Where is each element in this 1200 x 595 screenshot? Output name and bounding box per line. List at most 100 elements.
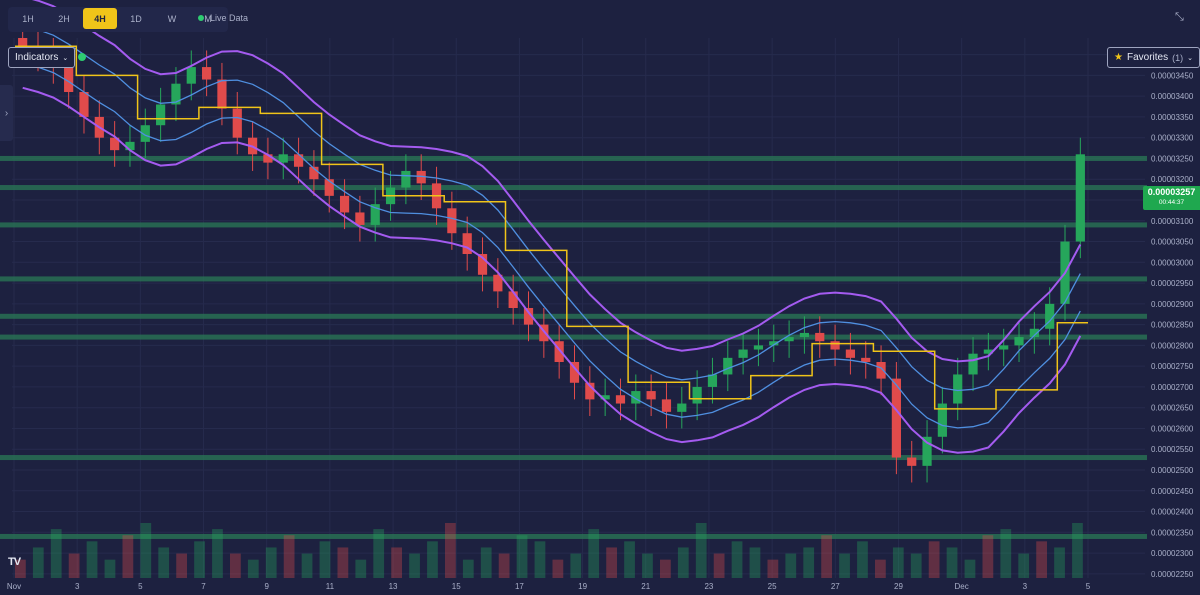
candle-body bbox=[523, 308, 534, 325]
candle-body bbox=[125, 141, 135, 151]
timeframe-1d[interactable]: 1D bbox=[130, 13, 142, 24]
support-resistance-zone bbox=[0, 313, 1147, 319]
timeframe-w[interactable]: W bbox=[167, 13, 177, 24]
candle-body bbox=[631, 391, 641, 404]
volume-bar bbox=[910, 553, 922, 578]
candle-body bbox=[462, 233, 472, 254]
y-tick-label: 0.00003300 bbox=[1151, 134, 1194, 143]
indicators-button[interactable]: Indicators ⌄ bbox=[8, 47, 76, 68]
candle-body bbox=[110, 137, 120, 151]
volume-bar bbox=[660, 559, 671, 578]
y-tick-label: 0.00003450 bbox=[1151, 71, 1194, 80]
volume-bar bbox=[928, 541, 940, 578]
inner-lower-band-line bbox=[22, 62, 1081, 429]
timeframe-1h[interactable]: 1H bbox=[22, 13, 34, 24]
volume-bar bbox=[283, 535, 295, 578]
volume-bar bbox=[1072, 523, 1083, 578]
x-tick-label: 19 bbox=[578, 582, 587, 591]
volume-bar bbox=[606, 547, 617, 578]
support-resistance-zone bbox=[0, 334, 1147, 340]
timeframe-selector: 1H 2H 4H 1D W M bbox=[8, 7, 228, 32]
candle-body bbox=[309, 166, 319, 180]
favorites-button[interactable]: ★ Favorites (1) ⌄ bbox=[1107, 47, 1200, 68]
candle-body bbox=[661, 399, 672, 412]
x-tick-label: 15 bbox=[452, 582, 461, 591]
x-tick-label: 23 bbox=[704, 582, 713, 591]
chevron-right-icon: › bbox=[4, 107, 9, 119]
candle-body bbox=[845, 349, 856, 358]
y-tick-label: 0.00002500 bbox=[1151, 466, 1194, 475]
candle-body bbox=[907, 457, 917, 466]
y-tick-label: 0.00002700 bbox=[1151, 383, 1194, 392]
y-tick-label: 0.00002250 bbox=[1151, 570, 1194, 579]
support-resistance-zone bbox=[0, 455, 1147, 461]
candle-body bbox=[370, 204, 380, 225]
candle-body bbox=[278, 154, 288, 163]
volume-bar bbox=[964, 559, 976, 578]
volume-bar bbox=[570, 553, 582, 578]
volume-bar bbox=[355, 559, 367, 578]
timeframe-m[interactable]: M bbox=[204, 13, 212, 24]
volume-bar bbox=[839, 553, 850, 578]
y-tick-label: 0.00002350 bbox=[1151, 528, 1194, 537]
candle-body bbox=[324, 179, 334, 196]
candle-body bbox=[539, 324, 549, 342]
volume-bar bbox=[821, 535, 832, 578]
candle-body bbox=[815, 332, 825, 342]
y-tick-label: 0.00002600 bbox=[1151, 424, 1194, 433]
candle-body bbox=[953, 374, 963, 404]
candle-body bbox=[1045, 303, 1055, 329]
indicator-status-dot bbox=[78, 53, 86, 61]
x-tick-label: 13 bbox=[389, 582, 398, 591]
volume-bar bbox=[122, 535, 134, 578]
candle-body bbox=[646, 391, 656, 400]
x-tick-label: Dec bbox=[955, 582, 969, 591]
candle-body bbox=[1014, 337, 1024, 346]
star-icon: ★ bbox=[1114, 52, 1123, 63]
candle-body bbox=[554, 341, 564, 362]
support-resistance-zone bbox=[0, 222, 1147, 228]
timeframe-4h[interactable]: 4H bbox=[83, 8, 117, 29]
x-tick-label: 11 bbox=[326, 582, 335, 591]
candle-body bbox=[968, 353, 978, 375]
support-resistance-zone bbox=[0, 533, 1147, 539]
volume-bar bbox=[1036, 541, 1047, 578]
timeframe-2h[interactable]: 2H bbox=[58, 13, 70, 24]
x-tick-label: 5 bbox=[138, 582, 143, 591]
volume-bar bbox=[86, 541, 98, 578]
chevron-down-icon: ⌄ bbox=[1187, 54, 1193, 62]
support-resistance-zone bbox=[0, 185, 1147, 191]
collapse-icon[interactable]: ⤡ bbox=[1175, 11, 1184, 23]
volume-bar bbox=[230, 553, 241, 578]
volume-bar bbox=[767, 559, 779, 578]
candle-body bbox=[830, 341, 840, 350]
candle-body bbox=[707, 374, 718, 387]
lower-band-line bbox=[22, 86, 1082, 454]
x-tick-label: 7 bbox=[201, 582, 206, 591]
y-tick-label: 0.00002550 bbox=[1151, 445, 1194, 454]
x-tick-label: 27 bbox=[831, 582, 840, 591]
candle-body bbox=[861, 357, 871, 362]
volume-bar bbox=[1018, 553, 1030, 578]
favorites-label: Favorites bbox=[1126, 52, 1169, 63]
candle-body bbox=[18, 38, 28, 47]
upper-band-line bbox=[31, 0, 1082, 363]
candle-body bbox=[615, 395, 626, 404]
inner-upper-band-line bbox=[22, 24, 1081, 392]
live-data-indicator: Live Data bbox=[198, 13, 248, 23]
step-moving-average-line bbox=[15, 45, 1088, 410]
candle-body bbox=[983, 349, 993, 354]
volume-bar bbox=[158, 547, 170, 578]
x-tick-label: Nov bbox=[7, 582, 21, 591]
volume-bar bbox=[15, 559, 26, 578]
y-tick-label: 0.00003200 bbox=[1151, 175, 1194, 184]
candle-body bbox=[140, 125, 150, 142]
y-tick-label: 0.00002400 bbox=[1151, 508, 1194, 517]
candle-body bbox=[508, 291, 518, 308]
candle-body bbox=[202, 67, 212, 80]
side-panel-toggle[interactable]: › bbox=[0, 85, 13, 141]
volume-bar bbox=[68, 553, 80, 578]
volume-bar bbox=[642, 553, 653, 578]
volume-bar bbox=[212, 529, 223, 578]
